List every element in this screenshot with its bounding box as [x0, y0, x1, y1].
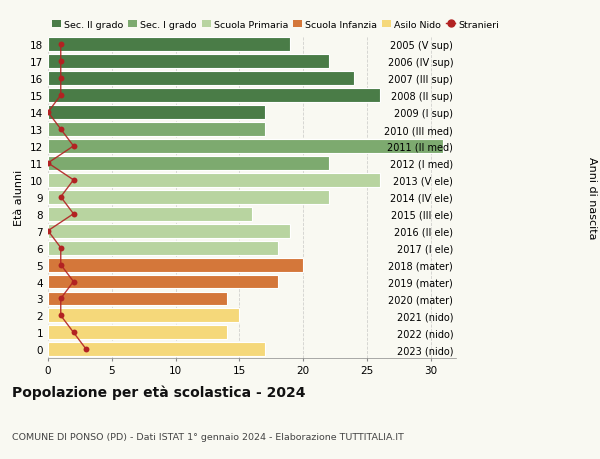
Bar [48, 89, 380, 103]
Bar [48, 106, 265, 120]
Point [56, 92, 65, 100]
Point [56, 261, 65, 269]
Point [56, 41, 65, 49]
Text: Popolazione per età scolastica - 2024: Popolazione per età scolastica - 2024 [12, 385, 305, 399]
Text: COMUNE DI PONSO (PD) - Dati ISTAT 1° gennaio 2024 - Elaborazione TUTTITALIA.IT: COMUNE DI PONSO (PD) - Dati ISTAT 1° gen… [12, 431, 404, 441]
Bar [48, 326, 227, 340]
Bar [48, 241, 277, 255]
Bar [48, 342, 265, 357]
Bar [48, 55, 329, 69]
Bar [48, 38, 290, 52]
Point [69, 211, 78, 218]
Text: Anni di nascita: Anni di nascita [587, 156, 597, 239]
Bar [48, 309, 239, 323]
Point [82, 346, 91, 353]
Point [69, 177, 78, 184]
Bar [48, 258, 303, 272]
Point [56, 312, 65, 319]
Point [69, 329, 78, 336]
Point [56, 126, 65, 134]
Legend: Sec. II grado, Sec. I grado, Scuola Primaria, Scuola Infanzia, Asilo Nido, Stran: Sec. II grado, Sec. I grado, Scuola Prim… [48, 17, 503, 34]
Point [43, 109, 53, 117]
Bar [48, 123, 265, 137]
Point [56, 58, 65, 66]
Bar [48, 72, 354, 86]
Bar [48, 174, 380, 187]
Point [69, 278, 78, 285]
Bar [48, 157, 329, 170]
Point [56, 245, 65, 252]
Bar [48, 207, 252, 221]
Point [69, 143, 78, 150]
Y-axis label: Età alunni: Età alunni [14, 169, 25, 225]
Bar [48, 224, 290, 238]
Point [43, 160, 53, 167]
Point [43, 228, 53, 235]
Point [56, 295, 65, 302]
Point [56, 194, 65, 201]
Bar [48, 140, 443, 154]
Bar [48, 275, 277, 289]
Bar [48, 190, 329, 204]
Point [56, 75, 65, 83]
Bar [48, 292, 227, 306]
